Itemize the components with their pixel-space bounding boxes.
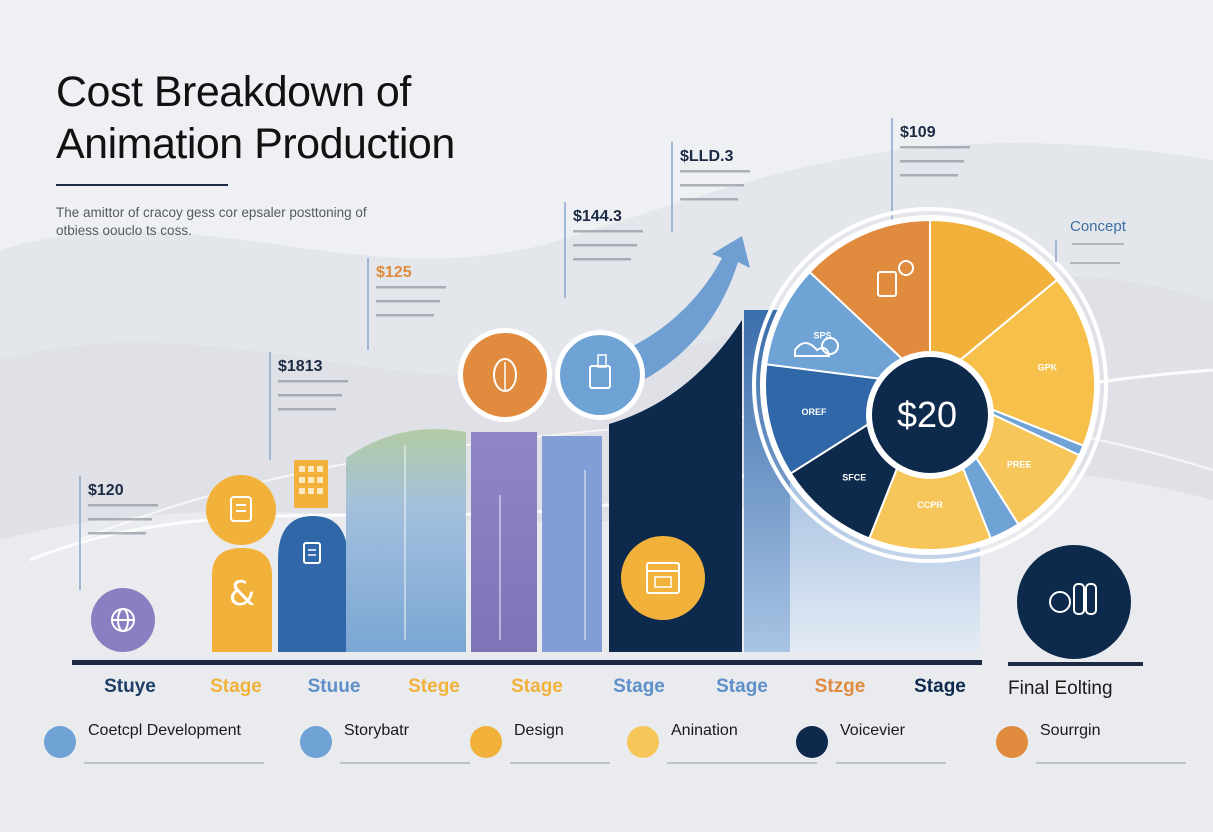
callout-value: $144.3	[573, 208, 622, 225]
callout-note-line	[278, 380, 348, 383]
stage-label: Stzge	[814, 676, 866, 697]
stage-label: Stuue	[307, 676, 361, 697]
svg-text:&: &	[229, 574, 256, 614]
chart-title: Cost Breakdown of Animation Production	[56, 66, 576, 170]
callout-note-line	[376, 300, 440, 303]
callout-note-line	[278, 394, 342, 397]
callout-note-line	[573, 258, 631, 261]
pie-slice	[808, 218, 931, 388]
pie-slice-label: SFCE	[842, 473, 866, 483]
legend-label: Storybatr	[344, 722, 409, 739]
pie-slice-label: PREE	[1007, 460, 1032, 470]
title-line-1: Cost Breakdown of	[56, 68, 411, 116]
legend-label: Coetcpl Development	[88, 722, 241, 739]
legend-swatch	[44, 726, 76, 758]
baseline-axis	[72, 660, 982, 665]
price-callout: $144.3	[564, 202, 643, 298]
bar-stage-e	[471, 432, 537, 652]
clipboard-icon	[206, 475, 276, 545]
stage-label: Stage	[613, 676, 665, 697]
callout-note-line	[88, 532, 146, 535]
title-divider	[56, 184, 228, 186]
price-callout: $120	[79, 476, 158, 590]
pie-yellow-icon	[877, 260, 914, 297]
pie-orange-icon	[794, 337, 839, 357]
callout-note-line	[376, 286, 446, 289]
pie-slice	[928, 278, 1096, 448]
bar-stage-b	[212, 548, 272, 652]
stage-label: Stage	[210, 676, 262, 697]
title-line-2: Animation Production	[56, 120, 455, 168]
legend-label: Anination	[671, 722, 738, 739]
callout-note-line	[900, 160, 964, 163]
callout-note-line	[900, 174, 958, 177]
legend-note-line	[836, 762, 946, 764]
stage-label: Stage	[511, 676, 563, 697]
callout-value: $LLD.3	[680, 148, 733, 165]
legend-label: Design	[514, 722, 564, 739]
pie-slice-label: SPS	[813, 330, 831, 340]
pie-center-label: $20	[897, 394, 957, 435]
callout-note-line	[680, 198, 738, 201]
callout-note-line	[573, 230, 643, 233]
price-callout: $109	[891, 118, 970, 222]
callout-note-line	[278, 408, 336, 411]
legend: Coetcpl Development Storybatr Design Aninat…	[0, 716, 1213, 796]
callout-note-line	[376, 314, 434, 317]
stage-label: Stuye	[104, 676, 156, 697]
pie-slice-label: CCPR	[917, 500, 943, 510]
legend-note-line	[84, 762, 264, 764]
callout-group: $120 $1813 $125 $144.3 $LLD.3 $109	[79, 118, 970, 590]
building-icon	[294, 460, 328, 508]
paint-cup-icon	[555, 330, 645, 420]
legend-swatch	[300, 726, 332, 758]
pie-title: Concept	[1070, 218, 1127, 235]
callout-value: $109	[900, 124, 936, 141]
legend-label: Voicevier	[840, 722, 905, 739]
pie-slice-label: OREF	[802, 407, 828, 417]
callout-note-line	[680, 184, 744, 187]
document-icon	[283, 523, 343, 583]
final-editing-label: Final Eolting	[1008, 678, 1113, 699]
bar-stage-d	[346, 429, 466, 652]
callout-value: $120	[88, 482, 124, 499]
ampersand-icon: &	[229, 574, 256, 614]
legend-note-line	[1036, 762, 1186, 764]
final-axis	[1008, 662, 1143, 666]
legend-note-line	[667, 762, 817, 764]
stage-label: Stege	[408, 676, 460, 697]
film-calendar-icon	[621, 536, 705, 620]
price-callout: $1813	[269, 352, 348, 460]
globe-icon	[91, 588, 155, 652]
legend-swatch	[796, 726, 828, 758]
legend-note-line	[340, 762, 470, 764]
leaf-icon	[458, 328, 552, 422]
legend-swatch	[470, 726, 502, 758]
callout-note-line	[900, 146, 970, 149]
legend-note-line	[510, 762, 610, 764]
price-callout: $125	[367, 258, 446, 350]
chart-subtitle: The amittor of cracoy gess cor epsaler p…	[56, 205, 367, 238]
callout-note-line	[573, 244, 637, 247]
callout-value: $125	[376, 264, 412, 281]
pie-slice-label: GPK	[1038, 362, 1058, 372]
legend-swatch	[996, 726, 1028, 758]
callout-value: $1813	[278, 358, 323, 375]
callout-note-line	[88, 504, 158, 507]
callout-note-line	[88, 518, 152, 521]
price-callout: $LLD.3	[671, 142, 750, 232]
stage-label: Stage	[716, 676, 768, 697]
stage-label: Stage	[914, 676, 966, 697]
legend-label: Sourrgin	[1040, 722, 1101, 739]
legend-swatch	[627, 726, 659, 758]
stage-label-row: Stuye Stage Stuue Stege Stage Stage Stage Stzge…	[0, 676, 1213, 706]
bar-stage-f	[542, 436, 602, 652]
callout-note-line	[680, 170, 750, 173]
pie-slice	[929, 218, 1059, 388]
editing-icon	[1017, 545, 1131, 659]
